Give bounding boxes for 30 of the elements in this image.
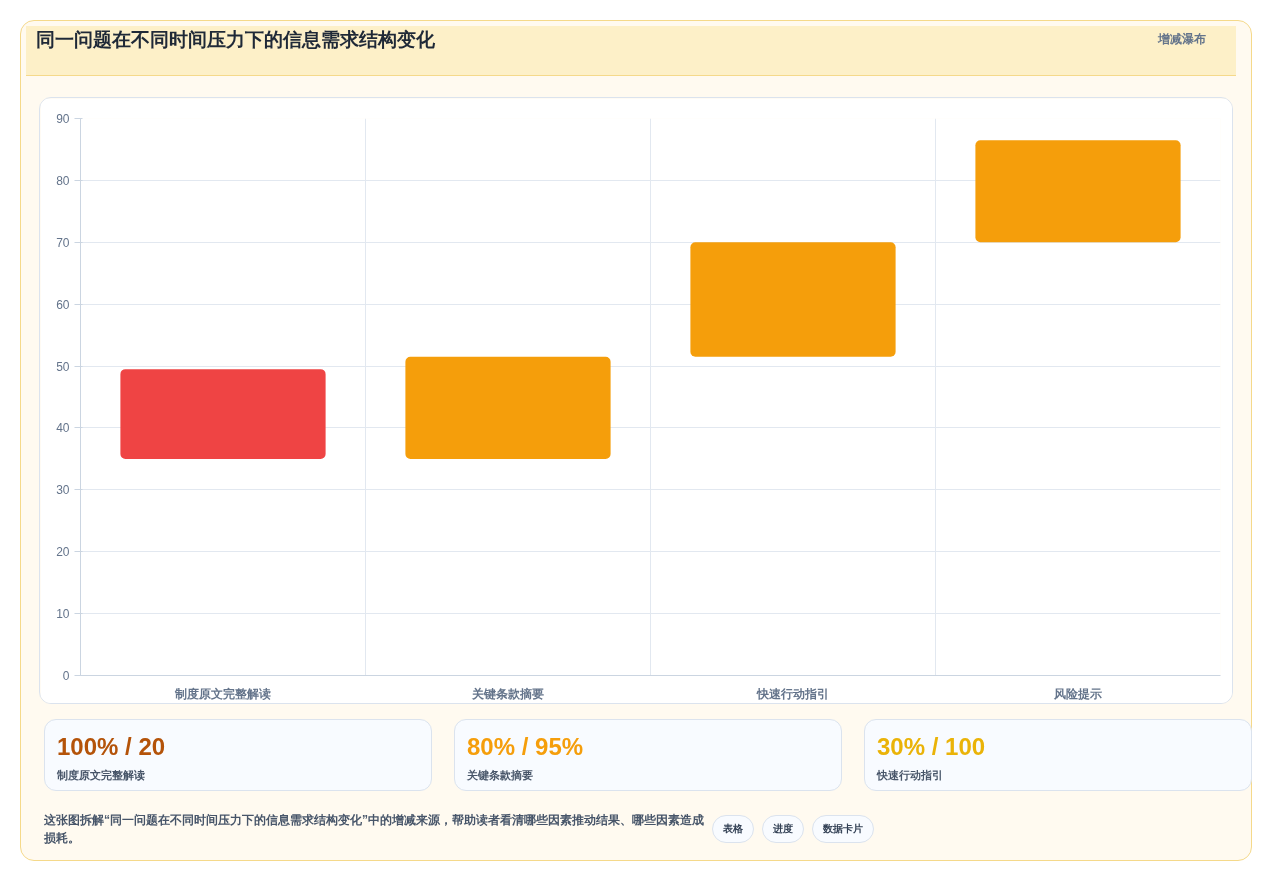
x-tick-label: 关键条款摘要 bbox=[471, 686, 544, 701]
text: 进度 bbox=[762, 814, 804, 844]
bar bbox=[405, 356, 611, 459]
bar bbox=[690, 242, 896, 357]
text: 100% / 20 bbox=[57, 732, 166, 762]
y-tick-label: 30 bbox=[56, 483, 70, 498]
text: 表格 bbox=[712, 814, 754, 844]
y-tick-label: 20 bbox=[56, 545, 70, 560]
bar bbox=[120, 369, 326, 459]
y-tick-label: 90 bbox=[56, 112, 70, 126]
y-tick-label: 50 bbox=[56, 359, 70, 374]
y-tick-label: 10 bbox=[56, 607, 70, 622]
text: 这张图拆解“同一问题在不同时间压力下的信息需求结构变化”中的增减来源，帮助读者看清哪些因素推动结果、哪些因素造成损耗。 bbox=[44, 812, 704, 847]
x-tick-label: 风险提示 bbox=[1053, 686, 1102, 701]
y-tick-label: 0 bbox=[62, 669, 70, 683]
text: 数据卡片 bbox=[812, 814, 874, 844]
text: 80% / 95% bbox=[467, 732, 584, 762]
text: 制度原文完整解读 bbox=[57, 768, 146, 784]
text: 增减瀑布 bbox=[1158, 31, 1206, 48]
y-tick-label: 60 bbox=[56, 297, 70, 312]
text: 快速行动指引 bbox=[877, 768, 944, 784]
text: 关键条款摘要 bbox=[467, 768, 534, 784]
x-tick-label: 制度原文完整解读 bbox=[174, 686, 271, 701]
y-tick-label: 80 bbox=[56, 173, 70, 188]
y-tick-label: 40 bbox=[56, 421, 70, 436]
bar bbox=[975, 140, 1181, 243]
y-tick-label: 70 bbox=[56, 235, 70, 250]
chart-title: 同一问题在不同时间压力下的信息需求结构变化 bbox=[36, 28, 435, 52]
x-tick-label: 快速行动指引 bbox=[756, 686, 829, 701]
text: 30% / 100 bbox=[877, 732, 986, 762]
